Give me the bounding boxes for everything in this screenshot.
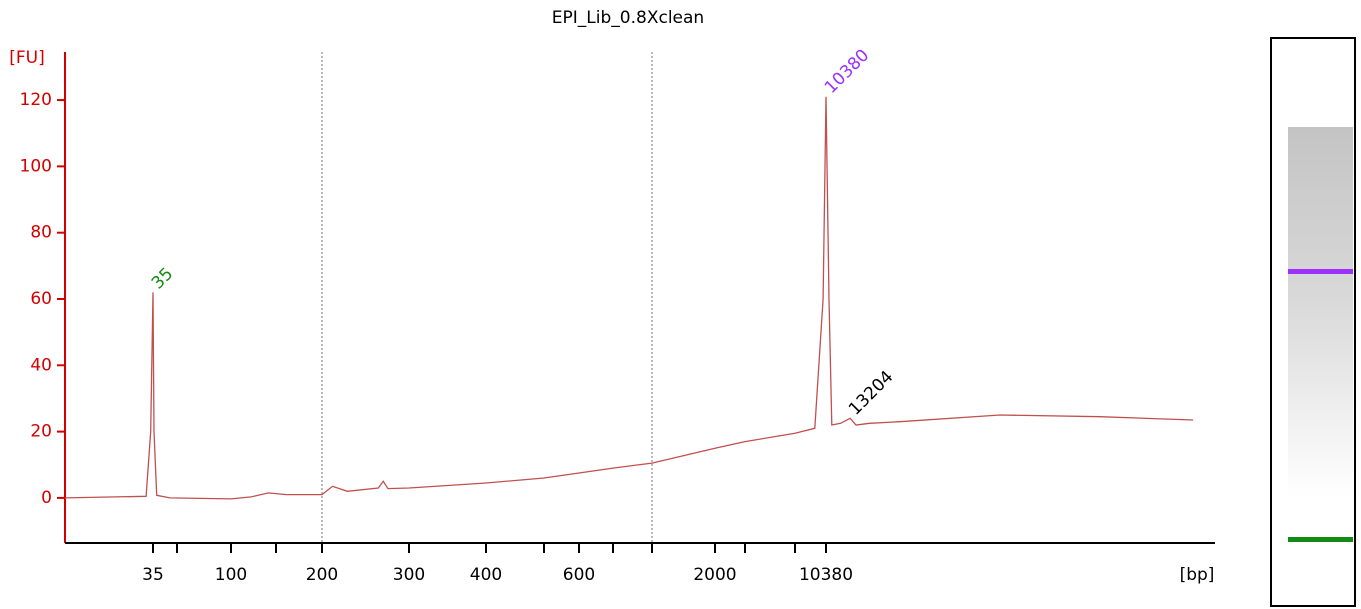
y-tick-label: 120 [20, 90, 52, 110]
y-tick-label: 80 [30, 223, 52, 243]
peak-label: 13204 [845, 367, 897, 419]
gel-smear [1288, 127, 1353, 497]
x-axis-label: [bp] [1180, 565, 1215, 585]
y-tick-label: 20 [30, 422, 52, 442]
x-tick-label: 35 [142, 565, 164, 585]
y-tick-label: 0 [41, 488, 52, 508]
peak-label: 35 [148, 264, 177, 293]
y-tick-label: 100 [20, 156, 52, 176]
x-tick-label: 600 [563, 565, 595, 585]
gel-band [1288, 269, 1353, 274]
x-tick-label: 200 [306, 565, 338, 585]
x-tick-label: 300 [393, 565, 425, 585]
x-tick-label: 400 [470, 565, 502, 585]
y-axis-label: [FU] [9, 48, 45, 68]
chart-title: EPI_Lib_0.8Xclean [552, 8, 704, 28]
x-tick-label: 100 [215, 565, 247, 585]
x-tick-label: 2000 [693, 565, 736, 585]
y-tick-label: 40 [30, 355, 52, 375]
trace [64, 96, 1194, 500]
y-tick-label: 60 [30, 289, 52, 309]
x-tick-label: 10380 [799, 565, 853, 585]
gel-lane [1270, 37, 1356, 607]
peak-label: 10380 [821, 45, 873, 97]
gel-band [1288, 537, 1353, 542]
